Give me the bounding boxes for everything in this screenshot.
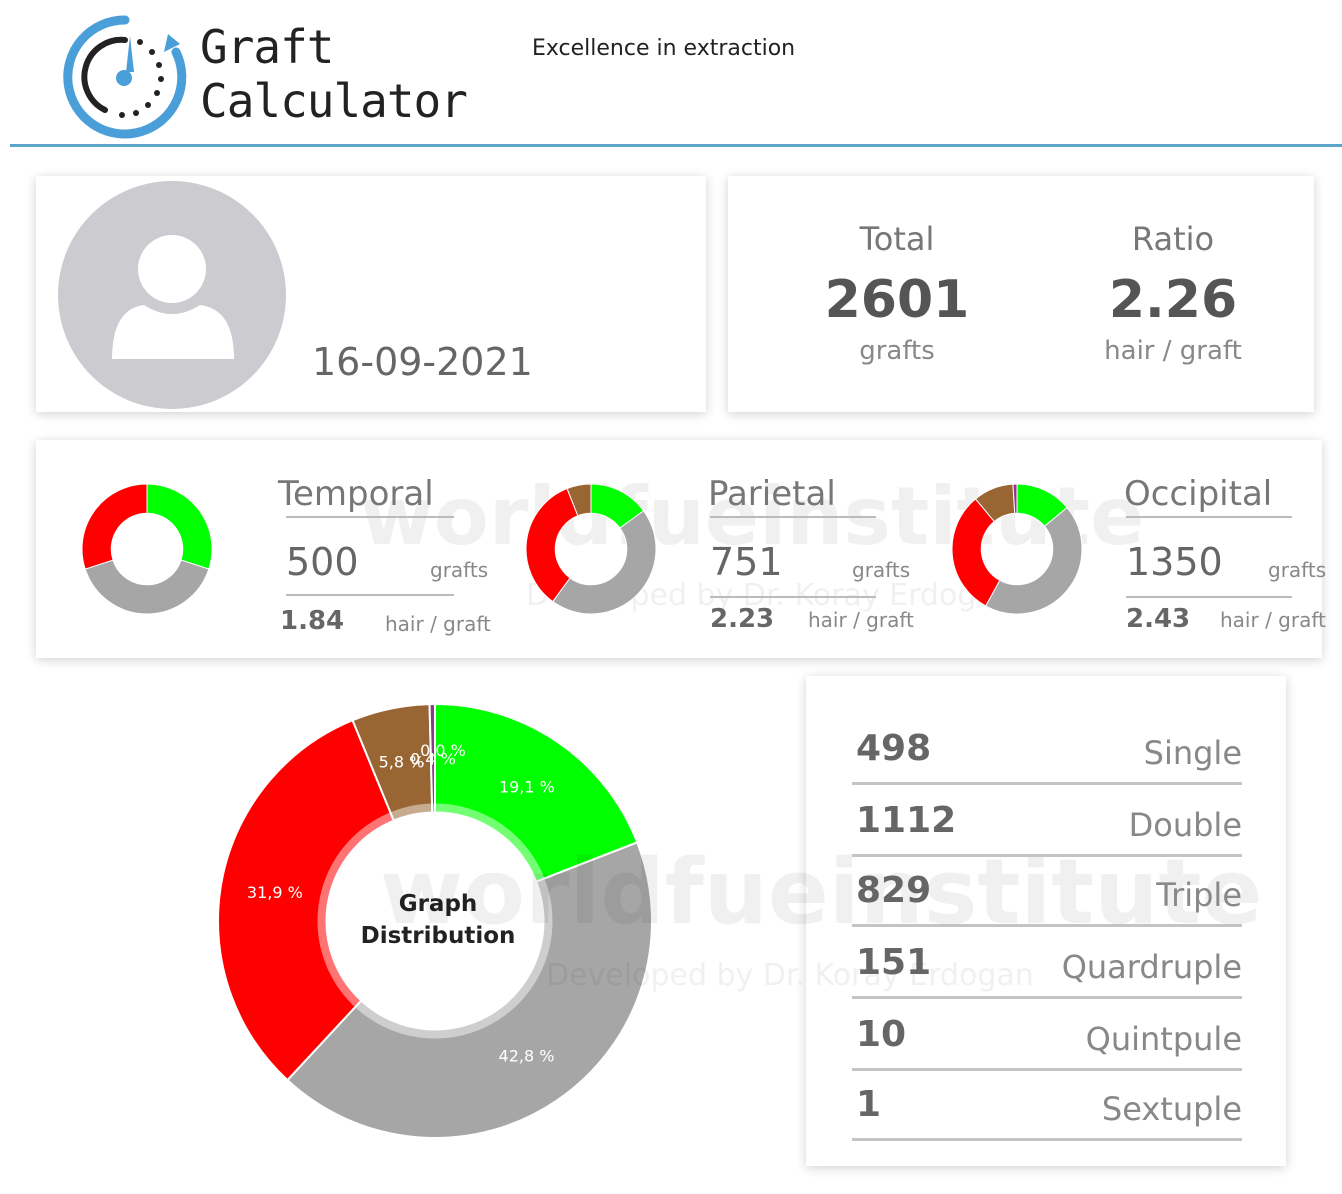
table-row-value: 1112 bbox=[856, 800, 957, 841]
data-label: 19,1 % bbox=[499, 778, 555, 797]
donut-segment-double bbox=[552, 510, 657, 615]
region-divider bbox=[710, 516, 876, 518]
table-row-divider bbox=[852, 854, 1242, 857]
region-grafts-occipital: 1350 bbox=[1126, 540, 1223, 584]
table-row-label: Triple bbox=[1156, 876, 1242, 914]
app-header: Graft Calculator Excellence in extractio… bbox=[0, 0, 1342, 148]
region-grafts-unit: grafts bbox=[852, 558, 911, 582]
donut-segment-triple bbox=[951, 498, 1001, 607]
tagline: Excellence in extraction bbox=[532, 36, 796, 61]
table-row-value: 151 bbox=[856, 942, 932, 983]
data-label: 5,8 % bbox=[379, 753, 425, 772]
region-grafts-temporal: 500 bbox=[286, 540, 359, 584]
region-divider bbox=[1126, 516, 1292, 518]
chart-center-title: Graph Distribution bbox=[360, 891, 516, 949]
donut-segment-triple bbox=[81, 483, 148, 570]
region-divider bbox=[286, 516, 454, 518]
table-row-label: Single bbox=[1143, 734, 1242, 772]
donut-segment-quintpule bbox=[428, 702, 436, 814]
watermark-main: worldfueinstitute bbox=[380, 840, 1263, 945]
table-row-value: 1 bbox=[856, 1084, 882, 1125]
donut-inner-ring bbox=[317, 803, 553, 1039]
region-ratio-temporal: 1.84 bbox=[280, 606, 345, 636]
donut-segment-triple bbox=[217, 718, 396, 1082]
region-ratio-unit: hair / graft bbox=[1220, 608, 1326, 632]
stopwatch-logo-icon bbox=[63, 15, 187, 139]
region-ratio-unit: hair / graft bbox=[385, 612, 491, 636]
region-grafts-unit: grafts bbox=[430, 558, 489, 582]
distribution-table-card bbox=[806, 676, 1286, 1166]
table-row-value: 498 bbox=[856, 728, 932, 769]
header-divider bbox=[10, 144, 1342, 147]
region-divider bbox=[710, 596, 876, 598]
total-unit: grafts bbox=[859, 336, 935, 366]
data-label: 0,4 % bbox=[410, 749, 456, 768]
table-row-divider bbox=[852, 1138, 1242, 1141]
donut-segment-triple bbox=[525, 487, 579, 603]
donut-segment-single bbox=[146, 483, 213, 570]
table-row-divider bbox=[852, 1068, 1242, 1071]
user-avatar-icon[interactable] bbox=[58, 181, 286, 409]
data-label: 31,9 % bbox=[247, 883, 303, 902]
parietal-donut-chart bbox=[525, 483, 657, 615]
region-title-temporal: Temporal bbox=[278, 474, 434, 514]
watermark-sub: Developed by Dr. Koray Erdogan bbox=[546, 958, 1034, 993]
donut-segment-quintpule bbox=[1012, 483, 1018, 514]
brand-name-line2: Calculator bbox=[200, 74, 468, 128]
brand-name-line1: Graft bbox=[200, 20, 334, 74]
temporal-donut-chart bbox=[81, 483, 213, 615]
table-row-divider bbox=[852, 924, 1242, 927]
donut-segment-single bbox=[434, 702, 639, 883]
table-row-label: Sextuple bbox=[1101, 1090, 1242, 1128]
table-row-label: Quintpule bbox=[1085, 1020, 1242, 1058]
table-row-label: Quardruple bbox=[1061, 948, 1242, 986]
region-ratio-parietal: 2.23 bbox=[710, 604, 775, 634]
table-row-value: 10 bbox=[856, 1014, 907, 1055]
occipital-donut-chart bbox=[951, 483, 1083, 615]
donut-segment-double bbox=[286, 841, 653, 1139]
table-row-label: Double bbox=[1128, 806, 1242, 844]
region-title-parietal: Parietal bbox=[708, 474, 836, 514]
donut-segment-double bbox=[985, 506, 1083, 615]
totals-card bbox=[728, 176, 1314, 412]
table-row-divider bbox=[852, 782, 1242, 785]
region-ratio-occipital: 2.43 bbox=[1126, 604, 1191, 634]
total-label: Total bbox=[859, 220, 935, 258]
region-divider bbox=[1126, 596, 1292, 598]
regions-card bbox=[36, 440, 1322, 658]
total-value: 2601 bbox=[824, 270, 970, 330]
ratio-unit: hair / graft bbox=[1104, 336, 1242, 366]
table-row-value: 829 bbox=[856, 870, 932, 911]
data-label: 0,0 % bbox=[420, 741, 466, 760]
ratio-label: Ratio bbox=[1131, 220, 1215, 258]
data-label: 42,8 % bbox=[499, 1047, 555, 1066]
region-ratio-unit: hair / graft bbox=[808, 608, 914, 632]
patient-date: 16-09-2021 bbox=[312, 340, 533, 384]
region-grafts-parietal: 751 bbox=[710, 540, 783, 584]
donut-segment-quardruple bbox=[566, 483, 592, 517]
graph-distribution-chart: 19,1 % 42,8 % 31,9 % 5,8 %0,4 %0,0 % bbox=[217, 702, 653, 1139]
region-grafts-unit: grafts bbox=[1268, 558, 1327, 582]
donut-segment-double bbox=[84, 559, 210, 615]
ratio-value: 2.26 bbox=[1108, 270, 1238, 330]
region-divider bbox=[286, 594, 454, 596]
table-row-divider bbox=[852, 996, 1242, 999]
region-title-occipital: Occipital bbox=[1124, 474, 1273, 514]
